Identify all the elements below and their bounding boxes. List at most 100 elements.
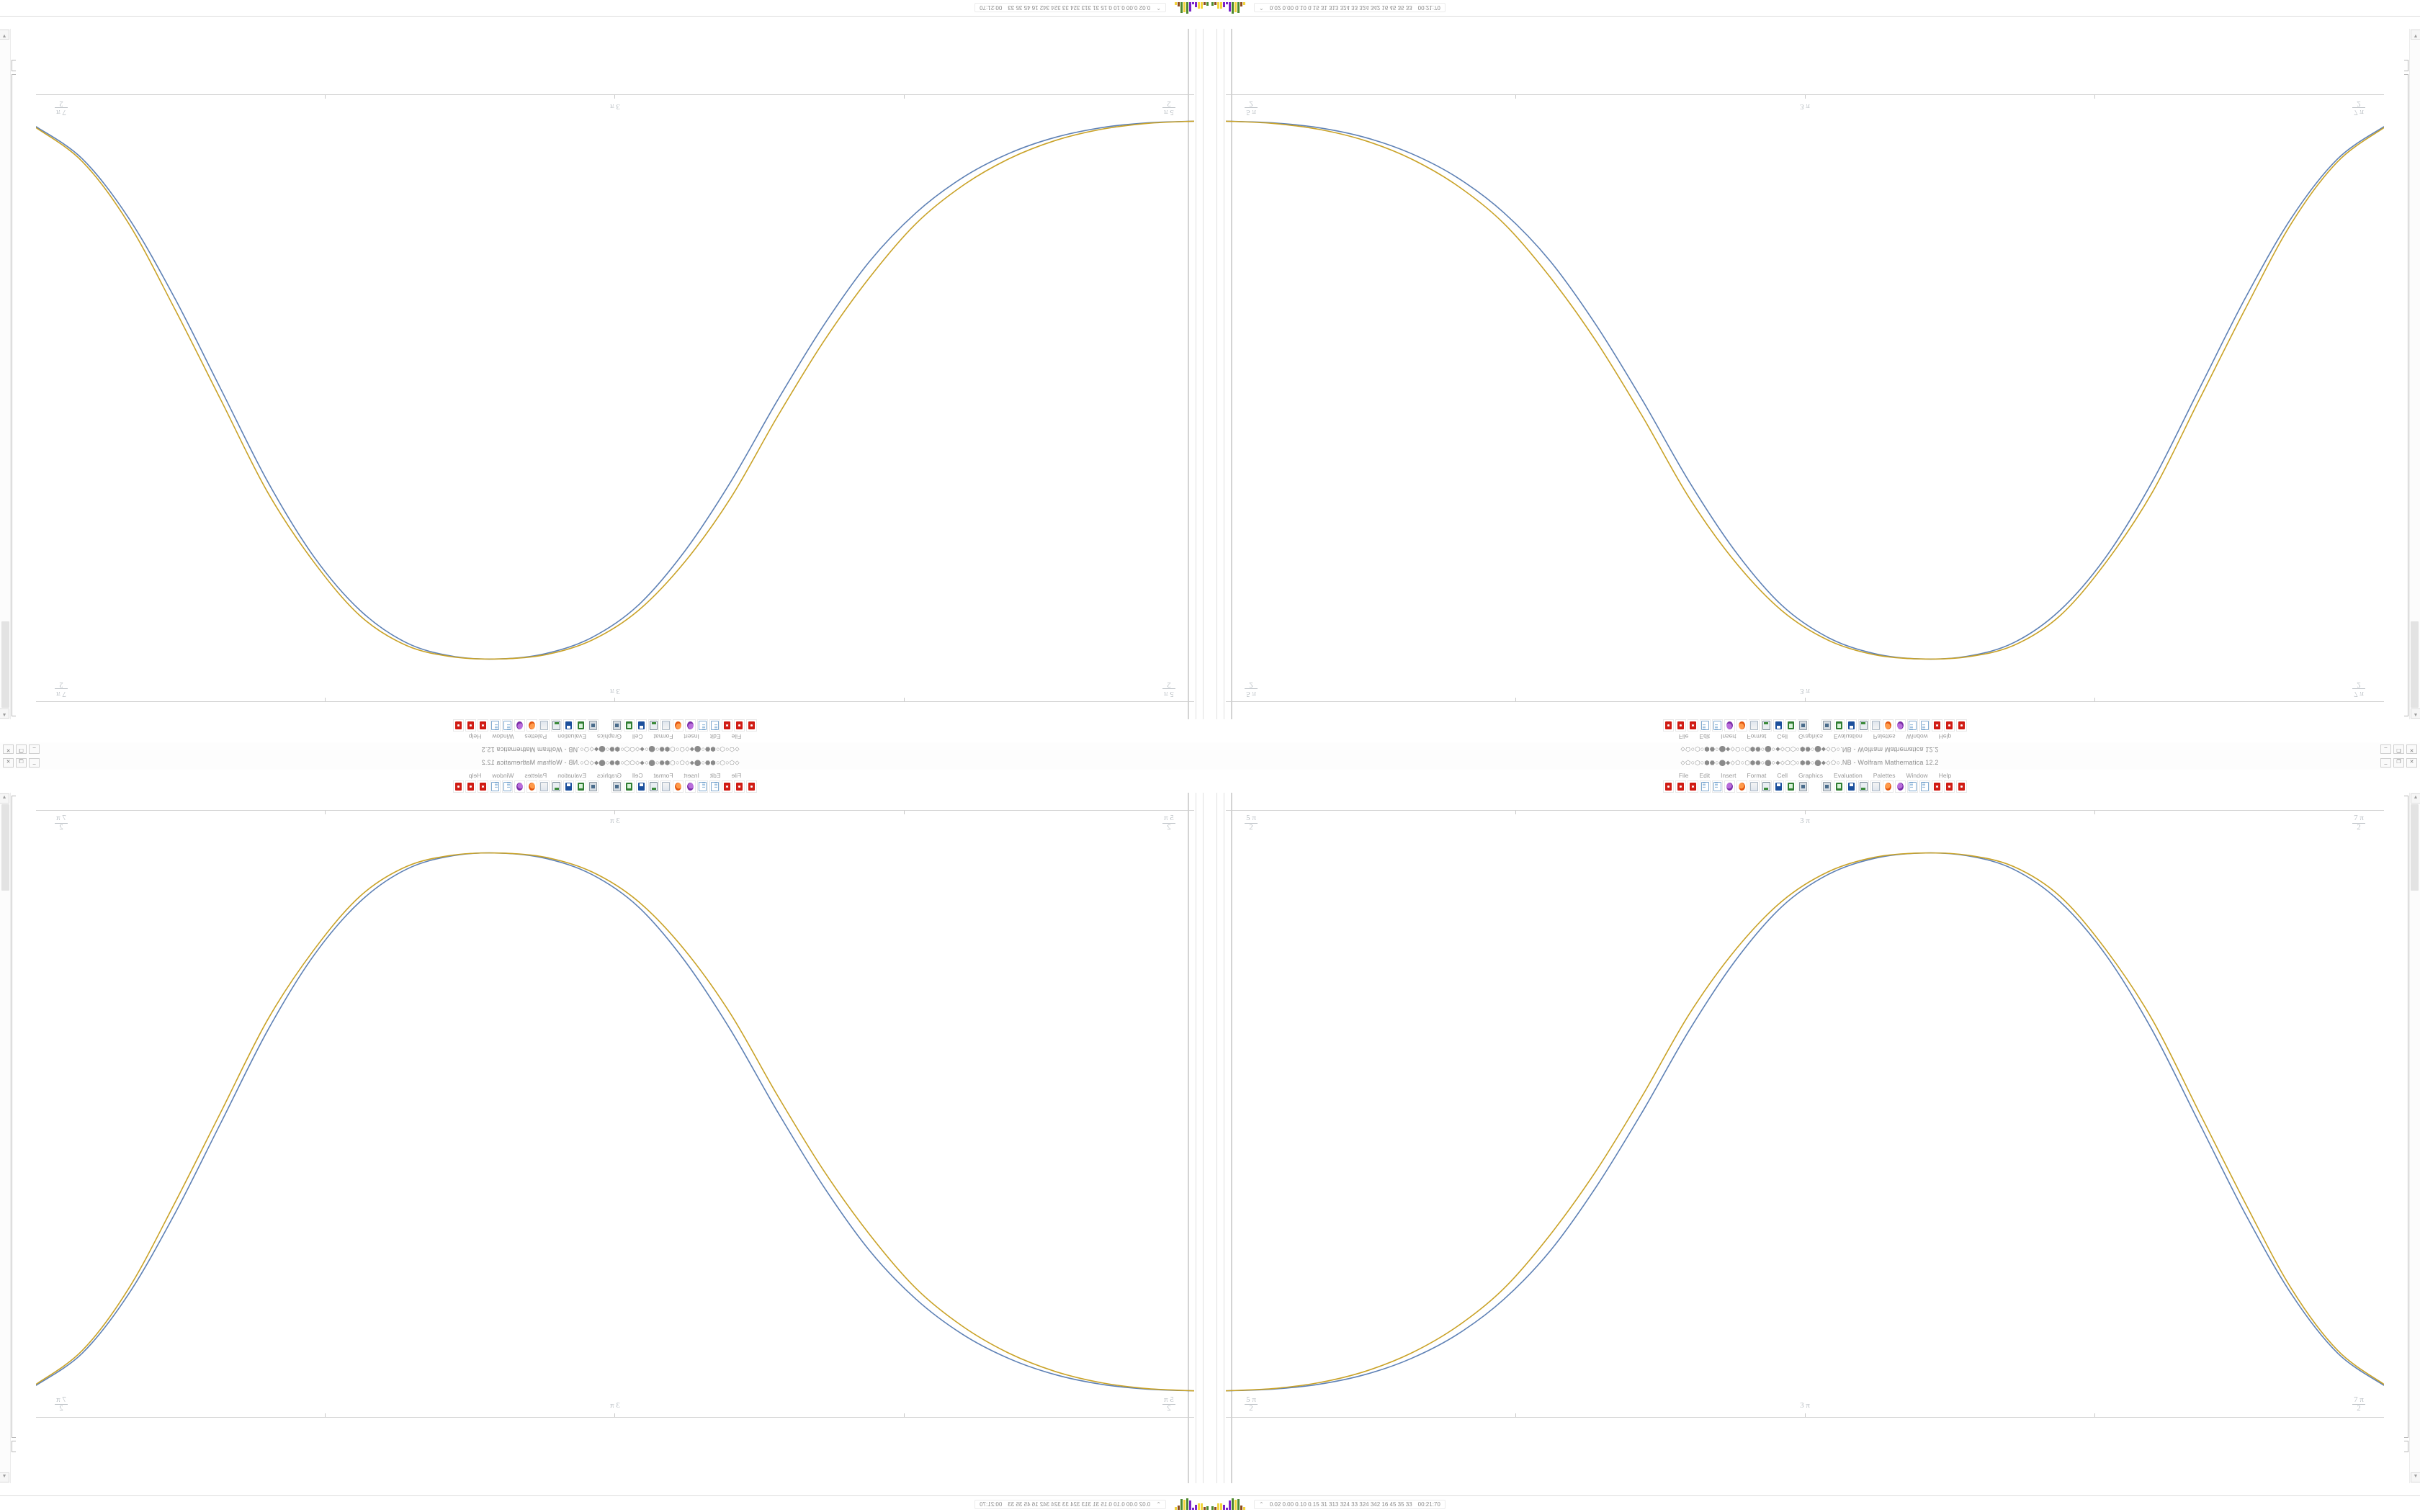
menu-item-edit[interactable]: Edit — [1699, 771, 1711, 779]
minimize-button[interactable]: _ — [29, 744, 40, 754]
menu-item-evaluation[interactable]: Evaluation — [557, 733, 586, 741]
menu-item-file[interactable]: File — [1678, 733, 1689, 741]
toolbar-button-23[interactable] — [1956, 780, 1967, 793]
menu-item-insert[interactable]: Insert — [684, 771, 699, 779]
scrollbar-thumb[interactable] — [2411, 621, 2419, 708]
toolbar-button-14[interactable] — [563, 780, 574, 793]
cell-bracket-column[interactable] — [10, 793, 17, 1483]
toolbar-button-5[interactable] — [685, 780, 696, 793]
toolbar-button-21[interactable] — [478, 780, 488, 793]
toolbar-button-8[interactable] — [648, 719, 659, 732]
toolbar-button-20[interactable] — [1919, 780, 1930, 793]
toolbar-button-7[interactable] — [660, 780, 671, 793]
minimize-button[interactable]: _ — [29, 758, 40, 768]
toolbar-button-16[interactable] — [539, 780, 550, 793]
toolbar-button-2[interactable] — [1688, 719, 1698, 732]
toolbar-button-8[interactable] — [648, 780, 659, 793]
toolbar-button-5[interactable] — [685, 719, 696, 732]
close-button[interactable]: ✕ — [2406, 744, 2417, 754]
vertical-scrollbar[interactable]: ▲ ▼ — [0, 793, 11, 1483]
restore-button[interactable]: ❐ — [16, 744, 27, 754]
toolbar-button-22[interactable] — [465, 780, 476, 793]
toolbar-button-20[interactable] — [1919, 719, 1930, 732]
toolbar-button-23[interactable] — [1956, 719, 1967, 732]
toolbar-button-15[interactable] — [1858, 719, 1869, 732]
system-tray[interactable]: ⌃ 0.02 0.00 0.10 0.15 31 313 324 33 324 … — [1254, 3, 1446, 13]
taskbar-clock[interactable]: 00:21:70 — [980, 1500, 1003, 1508]
menu-item-graphics[interactable]: Graphics — [596, 733, 622, 741]
window-titlebar[interactable]: ⬦⬠○⬡○⬢⬣○⬤⬥⬦⬠○⬡⬢⬣○⬤○⬥⬦⬠⬡○⬢⬣○⬤⬥⬦⬠○.NB - Wo… — [0, 756, 1210, 770]
toolbar-button-2[interactable] — [722, 780, 732, 793]
chevron-up-icon[interactable]: ⌃ — [1156, 4, 1161, 12]
menu-item-file[interactable]: File — [1678, 771, 1689, 779]
toolbar-button-17[interactable] — [526, 719, 537, 732]
toolbar-button-9[interactable] — [1773, 780, 1784, 793]
menu-item-edit[interactable]: Edit — [709, 733, 721, 741]
restore-button[interactable]: ❐ — [16, 758, 27, 768]
toolbar-button-3[interactable] — [709, 719, 720, 732]
toolbar-button-4[interactable] — [697, 780, 708, 793]
toolbar-button-11[interactable] — [1798, 780, 1809, 793]
toolbar-button-19[interactable] — [502, 780, 513, 793]
menu-item-window[interactable]: Window — [492, 771, 514, 779]
toolbar-button-9[interactable] — [636, 719, 647, 732]
toolbar-button-14[interactable] — [563, 719, 574, 732]
toolbar-button-4[interactable] — [1712, 719, 1723, 732]
toolbar-button-11[interactable] — [611, 780, 622, 793]
chevron-up-icon[interactable]: ⌃ — [1259, 1500, 1264, 1508]
toolbar-button-21[interactable] — [478, 719, 488, 732]
system-tray[interactable]: ⌃ 0.02 0.00 0.10 0.15 31 313 324 33 324 … — [974, 3, 1166, 13]
vertical-scrollbar[interactable]: ▲ ▼ — [2409, 29, 2420, 719]
menu-item-edit[interactable]: Edit — [709, 771, 721, 779]
toolbar-button-20[interactable] — [490, 719, 501, 732]
toolbar-button-18[interactable] — [1895, 719, 1906, 732]
chevron-up-icon[interactable]: ⌃ — [1259, 4, 1264, 12]
toolbar-button-8[interactable] — [1761, 780, 1772, 793]
menu-item-evaluation[interactable]: Evaluation — [1834, 733, 1863, 741]
menu-item-graphics[interactable]: Graphics — [1798, 733, 1824, 741]
toolbar-button-6[interactable] — [673, 719, 684, 732]
taskbar-clock[interactable]: 00:21:70 — [980, 4, 1003, 12]
toolbar-button-15[interactable] — [551, 780, 562, 793]
toolbar-button-4[interactable] — [697, 719, 708, 732]
window-titlebar[interactable]: ⬦⬠○⬡○⬢⬣○⬤⬥⬦⬠○⬡⬢⬣○⬤○⬥⬦⬠⬡○⬢⬣○⬤⬥⬦⬠○.NB - Wo… — [1210, 756, 2420, 770]
menu-item-format[interactable]: Format — [653, 733, 673, 741]
toolbar-button-13[interactable] — [1834, 719, 1845, 732]
menu-item-cell[interactable]: Cell — [632, 733, 643, 741]
toolbar-button-2[interactable] — [1688, 780, 1698, 793]
menu-item-help[interactable]: Help — [468, 733, 482, 741]
restore-button[interactable]: ❐ — [2393, 758, 2404, 768]
menu-item-cell[interactable]: Cell — [1777, 771, 1788, 779]
taskbar-launcher-area[interactable] — [1210, 2, 1245, 14]
toolbar-button-1[interactable] — [734, 719, 745, 732]
cell-bracket-column[interactable] — [2403, 793, 2410, 1483]
toolbar-button-20[interactable] — [490, 780, 501, 793]
scroll-up-arrow[interactable]: ▲ — [2411, 793, 2420, 804]
toolbar-button-0[interactable] — [746, 719, 757, 732]
toolbar-button-6[interactable] — [1736, 719, 1747, 732]
system-monitor-graph-icon[interactable] — [1175, 2, 1209, 14]
toolbar-button-16[interactable] — [539, 719, 550, 732]
toolbar-button-9[interactable] — [636, 780, 647, 793]
toolbar-button-6[interactable] — [1736, 780, 1747, 793]
toolbar-button-1[interactable] — [734, 780, 745, 793]
window-titlebar[interactable]: ⬦⬠○⬡○⬢⬣○⬤⬥⬦⬠○⬡⬢⬣○⬤○⬥⬦⬠⬡○⬢⬣○⬤⬥⬦⬠○.NB - Wo… — [0, 742, 1210, 756]
toolbar-button-0[interactable] — [1663, 780, 1674, 793]
menu-item-palettes[interactable]: Palettes — [524, 733, 547, 741]
system-tray[interactable]: ⌃ 0.02 0.00 0.10 0.15 31 313 324 33 324 … — [974, 1499, 1166, 1509]
menu-item-help[interactable]: Help — [468, 771, 482, 779]
menu-item-insert[interactable]: Insert — [1721, 733, 1736, 741]
toolbar-button-23[interactable] — [453, 719, 464, 732]
minimize-button[interactable]: _ — [2380, 744, 2391, 754]
toolbar-button-9[interactable] — [1773, 719, 1784, 732]
scrollbar-thumb[interactable] — [1, 621, 9, 708]
vertical-scrollbar[interactable]: ▲ ▼ — [0, 29, 11, 719]
menu-item-graphics[interactable]: Graphics — [1798, 771, 1824, 779]
scrollbar-thumb[interactable] — [1, 804, 9, 891]
restore-button[interactable]: ❐ — [2393, 744, 2404, 754]
toolbar-button-23[interactable] — [453, 780, 464, 793]
menu-item-palettes[interactable]: Palettes — [524, 771, 547, 779]
toolbar-button-5[interactable] — [1724, 719, 1735, 732]
taskbar-clock[interactable]: 00:21:70 — [1417, 4, 1440, 12]
